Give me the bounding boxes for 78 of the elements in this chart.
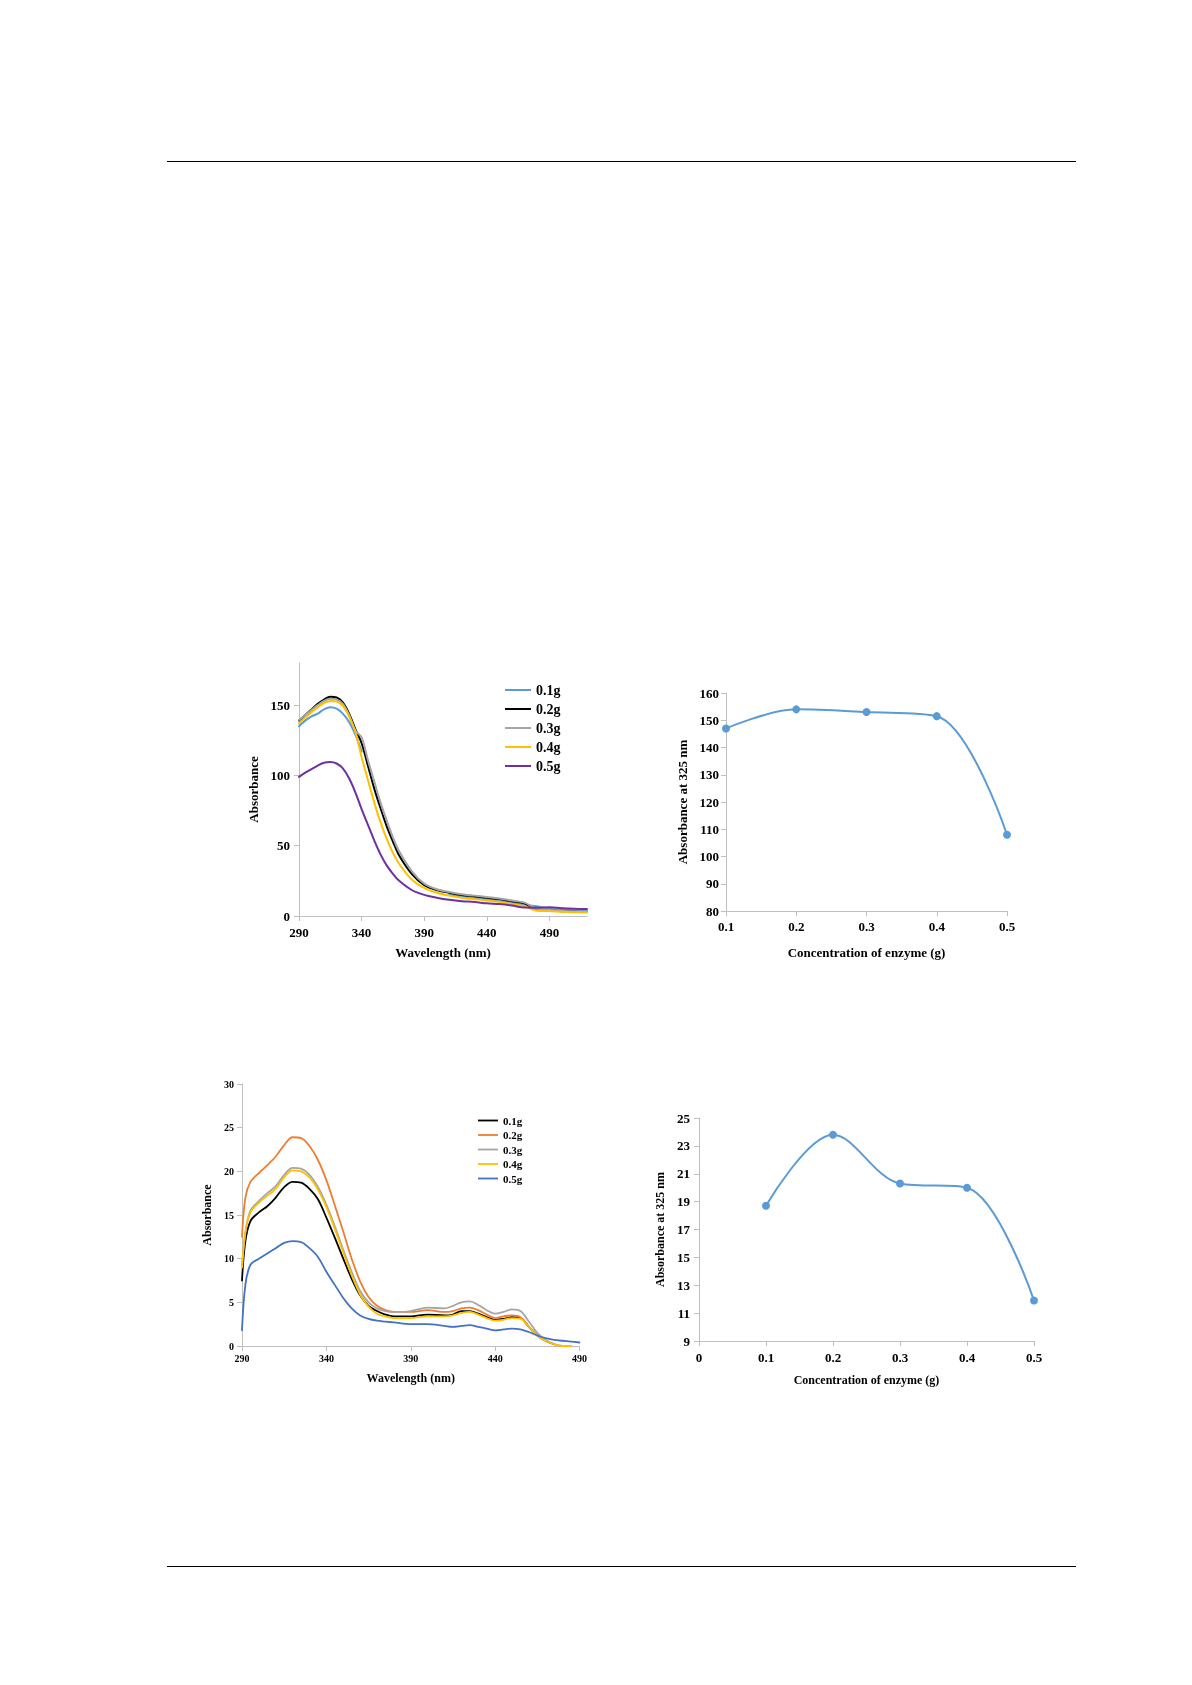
legend-label: 0.2g xyxy=(536,701,561,717)
y-axis-title: Absorbance xyxy=(200,1183,215,1246)
x-tick-label: 340 xyxy=(318,1352,334,1364)
legend-label: 0.4g xyxy=(536,739,561,755)
y-tick-label: 150 xyxy=(270,697,290,713)
x-tick-label: 0.4 xyxy=(928,919,946,934)
y-axis-title: Absorbance at 325 nm xyxy=(653,1171,668,1288)
y-tick-label: 15 xyxy=(677,1249,691,1265)
x-tick-label: 390 xyxy=(403,1352,419,1364)
x-tick-label: 0.2 xyxy=(824,1350,842,1365)
y-tick-label: 100 xyxy=(699,849,719,864)
y-tick-label: 90 xyxy=(706,876,719,892)
point xyxy=(762,1201,770,1210)
y-tick-label: 110 xyxy=(700,821,719,837)
line-series xyxy=(298,761,588,910)
x-tick-label: 440 xyxy=(477,925,497,940)
y-tick-label: 17 xyxy=(677,1222,691,1237)
y-axis-title: Absorbance at 325 nm xyxy=(674,739,690,865)
y-tick-label: 160 xyxy=(699,685,719,701)
y-tick-label: 150 xyxy=(699,712,719,728)
y-tick-label: 11 xyxy=(677,1305,690,1321)
x-tick-label: 290 xyxy=(289,925,309,940)
y-tick-label: 25 xyxy=(677,1110,691,1126)
x-tick-label: 440 xyxy=(487,1352,503,1364)
y-tick-label: 15 xyxy=(224,1209,234,1221)
y-tick-label: 5 xyxy=(229,1296,234,1308)
x-tick-label: 0.3 xyxy=(858,919,876,934)
y-tick-label: 25 xyxy=(224,1122,234,1134)
point xyxy=(1003,830,1011,839)
y-tick-label: 20 xyxy=(224,1165,234,1177)
y-tick-label: 80 xyxy=(706,903,719,919)
x-tick-label: 0.3 xyxy=(891,1350,909,1365)
legend-label: 0.2g xyxy=(503,1129,523,1141)
point xyxy=(932,712,941,721)
x-tick-label: 0.2 xyxy=(788,919,805,934)
y-tick-label: 30 xyxy=(224,1078,234,1090)
x-tick-label: 340 xyxy=(351,925,372,940)
y-tick-label: 100 xyxy=(270,767,290,783)
legend-label: 0.3g xyxy=(503,1143,523,1156)
y-tick-label: 0 xyxy=(229,1340,234,1352)
x-axis-title: Concentration of enzyme (g) xyxy=(793,1373,940,1387)
legend-label: 0.5g xyxy=(536,758,561,774)
point xyxy=(829,1130,837,1139)
y-tick-label: 10 xyxy=(224,1253,234,1265)
y-tick-label: 13 xyxy=(677,1277,691,1293)
y-tick-label: 140 xyxy=(699,740,719,755)
point xyxy=(722,724,730,733)
x-tick-label: 490 xyxy=(539,925,560,940)
x-tick-label: 0.5 xyxy=(1025,1350,1043,1365)
y-tick-label: 0 xyxy=(283,908,290,924)
x-axis-title: Wavelength (nm) xyxy=(395,945,491,960)
legend-label: 0.4g xyxy=(503,1158,523,1170)
y-tick-label: 21 xyxy=(677,1166,690,1182)
x-axis-title: Concentration of enzyme (g) xyxy=(787,945,946,960)
y-tick-label: 23 xyxy=(677,1138,691,1154)
y-tick-label: 19 xyxy=(677,1194,691,1210)
legend-label: 0.1g xyxy=(503,1114,523,1127)
y-tick-label: 130 xyxy=(699,767,719,783)
x-tick-label: 390 xyxy=(414,925,434,940)
legend-label: 0.5g xyxy=(503,1172,523,1185)
point xyxy=(963,1183,971,1192)
point xyxy=(896,1179,904,1188)
x-axis-title: Wavelength (nm) xyxy=(366,1371,455,1385)
x-tick-label: 490 xyxy=(572,1352,587,1364)
point xyxy=(792,705,801,714)
x-tick-label: 0.4 xyxy=(958,1350,976,1365)
x-tick-label: 290 xyxy=(234,1352,250,1364)
legend-label: 0.1g xyxy=(536,682,561,698)
x-tick-label: 0.1 xyxy=(757,1350,775,1365)
point xyxy=(1030,1296,1038,1305)
legend-label: 0.3g xyxy=(536,720,561,736)
y-tick-label: 120 xyxy=(699,794,719,810)
y-axis-title: Absorbance xyxy=(245,756,261,823)
y-tick-label: 9 xyxy=(683,1333,691,1349)
x-tick-label: 0.5 xyxy=(998,919,1016,934)
x-tick-label: 0.1 xyxy=(717,919,735,934)
point xyxy=(862,708,871,717)
y-tick-label: 50 xyxy=(277,838,290,854)
